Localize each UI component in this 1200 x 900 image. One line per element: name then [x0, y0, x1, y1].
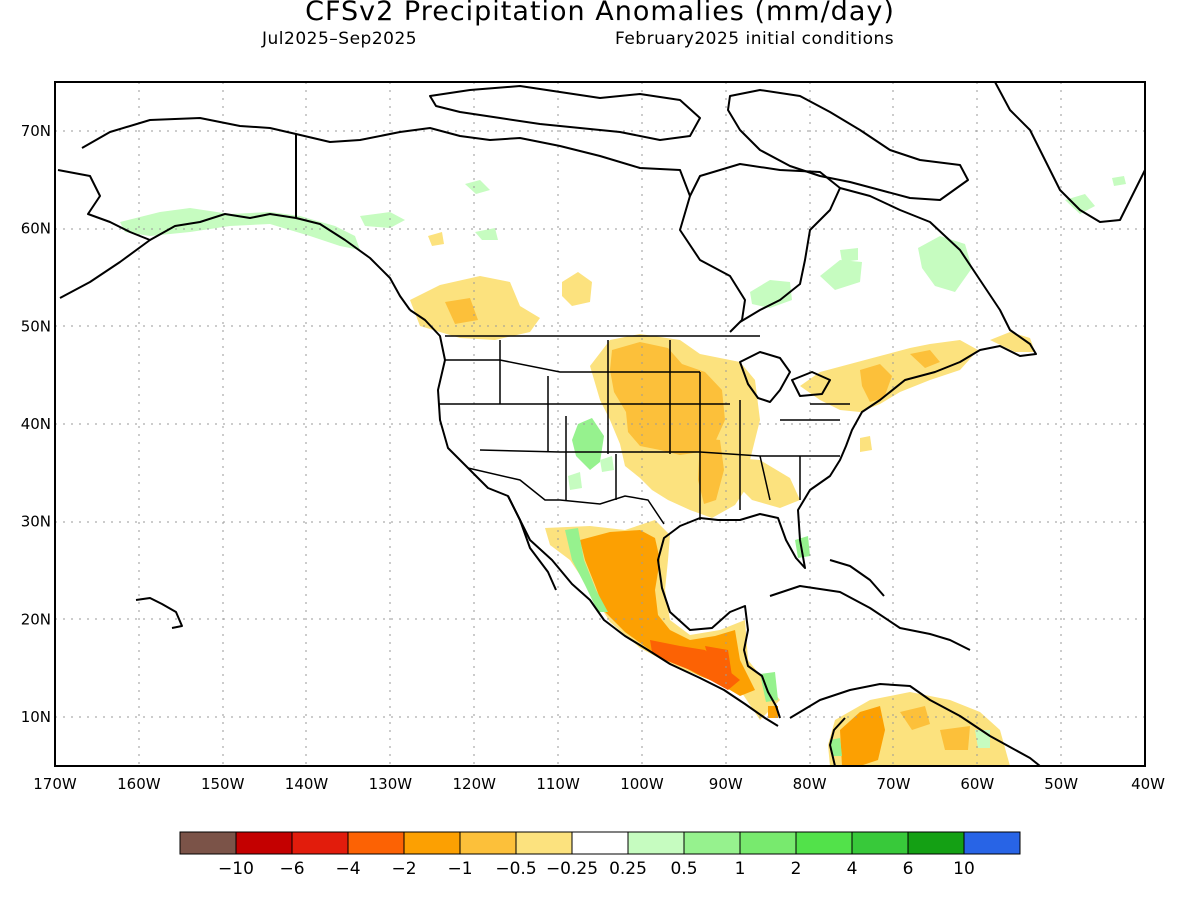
colorbar-label: 4 [847, 859, 858, 879]
colorbar-swatch [515, 831, 573, 855]
colorbar-swatch [795, 831, 853, 855]
colorbar-label: −0.25 [546, 859, 598, 879]
colorbar-swatch [907, 831, 965, 855]
colorbar-label: 0.25 [609, 859, 647, 879]
lon-tick-label: 120W [452, 775, 496, 793]
colorbar-label: 2 [791, 859, 802, 879]
lat-tick-label: 50N [21, 317, 51, 335]
map-frame [54, 81, 1146, 767]
lat-tick-label: 10N [21, 708, 51, 726]
colorbar-label: 0.5 [670, 859, 697, 879]
colorbar-label: −10 [218, 859, 254, 879]
lat-tick-label: 70N [21, 122, 51, 140]
colorbar [179, 831, 1021, 855]
political-boundaries [438, 335, 850, 525]
colorbar-swatch [403, 831, 461, 855]
colorbar-swatch [347, 831, 405, 855]
lat-tick-label: 40N [21, 415, 51, 433]
colorbar-label: −6 [279, 859, 304, 879]
colorbar-swatch [459, 831, 517, 855]
map-title: CFSv2 Precipitation Anomalies (mm/day) [305, 0, 895, 27]
colorbar-swatch [963, 831, 1021, 855]
lon-tick-label: 40W [1131, 775, 1165, 793]
lon-tick-label: 140W [285, 775, 329, 793]
colorbar-label: 10 [953, 859, 975, 879]
colorbar-label: 1 [735, 859, 746, 879]
colorbar-labels: −10 −6 −4 −2 −1 −0.5 −0.25 0.25 0.5 1 2 4 6 10 [218, 859, 975, 879]
lon-tick-label: 170W [33, 775, 77, 793]
colorbar-label: −0.5 [495, 859, 536, 879]
colorbar-label: −4 [335, 859, 360, 879]
colorbar-swatch [851, 831, 909, 855]
colorbar-label: 6 [903, 859, 914, 879]
colorbar-swatch [627, 831, 685, 855]
forecast-period: Jul2025–Sep2025 [262, 29, 418, 49]
lon-tick-label: 60W [960, 775, 994, 793]
longitude-tick-labels: 170W 160W 150W 140W 130W 120W 110W 100W 90W 80W 70… [33, 775, 1165, 793]
colorbar-swatch [571, 831, 629, 855]
lat-tick-label: 60N [21, 220, 51, 238]
colorbar-swatch [739, 831, 797, 855]
lon-tick-label: 50W [1044, 775, 1078, 793]
colorbar-swatch [291, 831, 349, 855]
lon-tick-label: 150W [201, 775, 245, 793]
lon-tick-label: 90W [709, 775, 743, 793]
lon-tick-label: 160W [117, 775, 161, 793]
latitude-tick-labels: 70N 60N 50N 40N 30N 20N 10N [21, 122, 51, 726]
lon-tick-label: 110W [536, 775, 580, 793]
lon-tick-label: 80W [793, 775, 827, 793]
lon-tick-label: 100W [620, 775, 664, 793]
lon-tick-label: 70W [877, 775, 911, 793]
coastlines [57, 82, 1145, 766]
colorbar-swatch [179, 831, 237, 855]
colorbar-label: −1 [447, 859, 472, 879]
colorbar-swatch [235, 831, 293, 855]
lon-tick-label: 130W [369, 775, 413, 793]
lat-tick-label: 20N [21, 610, 51, 628]
lat-tick-label: 30N [21, 513, 51, 531]
colorbar-swatch [683, 831, 741, 855]
map-plot-area [55, 82, 1145, 766]
initial-conditions: February2025 initial conditions [615, 29, 895, 49]
anomaly-shading [120, 176, 1126, 766]
colorbar-label: −2 [391, 859, 416, 879]
lat-lon-grid [55, 82, 1145, 766]
